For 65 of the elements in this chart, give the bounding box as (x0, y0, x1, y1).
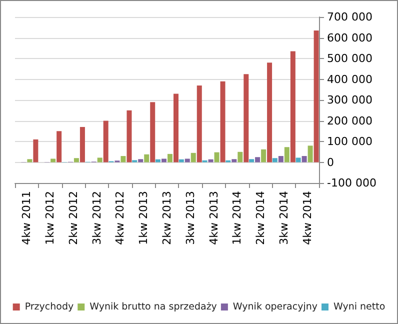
x-tick-label: 4kw 2013 (207, 191, 220, 245)
x-tick-label: 1kw 2013 (137, 191, 150, 245)
y-tick-label: 600 000 (327, 31, 372, 44)
y-tick-label: 500 000 (327, 52, 372, 65)
bar (168, 154, 172, 162)
legend-label: Wyni netto (334, 302, 386, 312)
bar (190, 152, 196, 162)
bar (290, 51, 296, 162)
bar (308, 146, 313, 162)
x-tick-label: 3kw 2012 (90, 191, 104, 245)
y-tick-label: 700 000 (327, 10, 372, 24)
bar (214, 152, 220, 162)
bar (33, 139, 38, 162)
bar (178, 159, 184, 162)
bar (296, 158, 301, 162)
bar (232, 159, 237, 162)
x-tick-label: 1kw 2014 (230, 191, 244, 245)
bar (302, 156, 307, 162)
bar (138, 159, 144, 162)
bar (249, 159, 254, 162)
legend-label: Wynik brutto na sprzedaży (90, 302, 218, 312)
bar (284, 147, 290, 162)
bar (184, 158, 190, 162)
bar (27, 159, 32, 162)
bar (220, 81, 226, 162)
bar (314, 30, 319, 162)
y-tick-label: 300 000 (327, 94, 372, 106)
bar (278, 156, 284, 162)
bar (174, 94, 178, 162)
bar (272, 158, 278, 162)
bar (120, 156, 126, 162)
x-tick-label: 4kw 2012 (114, 191, 127, 245)
bar (261, 149, 266, 162)
bar (267, 62, 272, 162)
x-tick-label: 3kw 2014 (277, 191, 290, 245)
x-tick-label: 2kw 2012 (66, 191, 80, 245)
bar (56, 131, 62, 162)
y-tick-label: 100 000 (327, 135, 372, 148)
bar (80, 126, 85, 162)
bar (74, 158, 79, 162)
bar (162, 158, 166, 162)
y-tick-label: -100 000 (327, 176, 376, 190)
bar (238, 152, 243, 162)
x-tick-label: 3kw 2013 (184, 191, 197, 245)
bar (208, 159, 214, 162)
bar (196, 85, 202, 162)
bar (103, 120, 108, 162)
legend-label: Wynik operacyjny (232, 302, 318, 312)
bar (244, 74, 249, 162)
bar (50, 158, 56, 162)
x-tick-label: 2kw 2013 (160, 191, 174, 245)
legend-label: Przychody (24, 302, 74, 312)
y-tick-label: 400 000 (327, 72, 372, 86)
bar (156, 159, 160, 162)
y-tick-label: 200 000 (327, 114, 372, 128)
bar (255, 157, 260, 162)
bar (150, 102, 156, 162)
bar (97, 158, 102, 162)
x-tick-label: 1kw 2012 (44, 191, 57, 245)
x-tick-label: 4kw 2014 (300, 191, 314, 245)
y-tick-label: 0 (327, 156, 334, 169)
bar (144, 154, 150, 162)
x-tick-label: 4kw 2011 (20, 191, 34, 245)
bar (126, 110, 132, 162)
x-tick-label: 2kw 2014 (254, 191, 268, 245)
